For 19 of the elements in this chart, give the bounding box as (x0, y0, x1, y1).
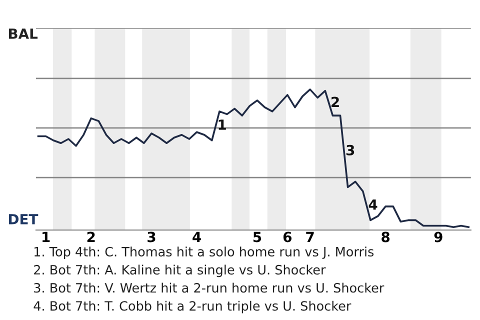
x-tick-label: 5 (253, 232, 262, 242)
x-tick-label: 1 (42, 232, 50, 242)
annotation: 4 (368, 199, 378, 210)
annotation: 2 (332, 96, 339, 108)
annotation: DET (9, 214, 38, 224)
text: 1. Top 4th: C. Thomas hit a solo home run vs J. Morris (34, 246, 374, 259)
x-tick-label: 9 (434, 232, 442, 242)
x-tick-label: 2 (87, 232, 95, 242)
x-tick-label: 8 (382, 232, 390, 242)
annotation: 1 (218, 120, 226, 130)
x-tick-label: 4 (192, 232, 202, 242)
x-tick-label: 3 (148, 232, 156, 242)
text: BAL (9, 28, 38, 39)
text: 2. Bot 7th: A. Kaline hit a single vs U. Shocker (34, 264, 326, 278)
x-tick-label: 6 (283, 232, 292, 242)
text: 3. Bot 7th: V. Wertz hit a 2-run home run vs U. Shocker (34, 282, 384, 293)
x-tick-label: 7 (306, 232, 314, 242)
annotation: 3 (346, 144, 354, 156)
text: 4. Bot 7th: T. Cobb hit a 2-run triple vs U. Shocker (34, 300, 352, 314)
